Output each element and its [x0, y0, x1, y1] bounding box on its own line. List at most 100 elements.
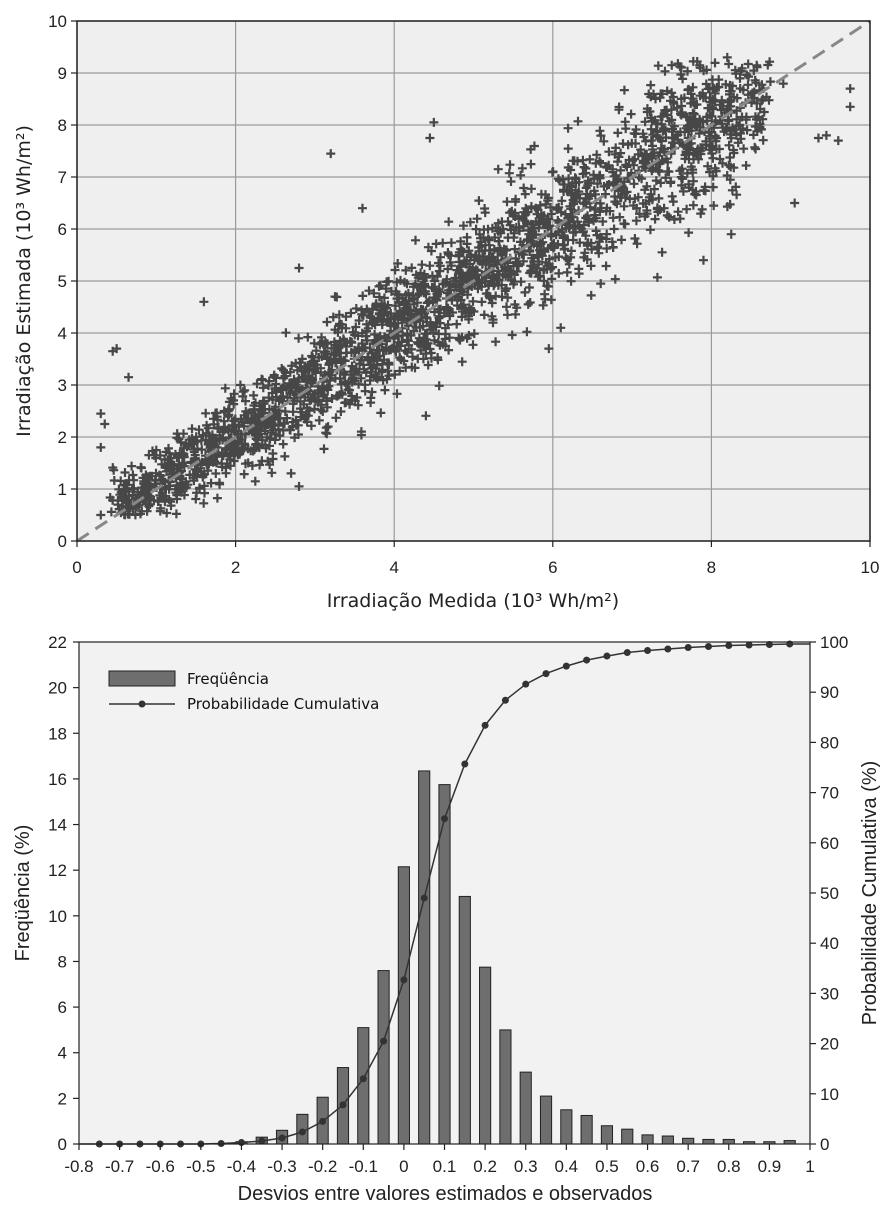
hist-ytick-8: 16 [48, 770, 67, 789]
scatter-point-26 [294, 263, 304, 273]
freq-bar-22 [539, 1095, 553, 1145]
cum-point-15 [400, 976, 408, 984]
hist-y2tick-1: 10 [820, 1085, 839, 1104]
scatter-xtick-5: 10 [861, 558, 880, 577]
scatter-ytick-10: 10 [48, 12, 67, 31]
hist-ytick-3: 6 [58, 998, 67, 1017]
cum-point-24 [583, 656, 591, 664]
scatter-point-9 [845, 102, 855, 112]
freq-bar-29 [682, 1137, 695, 1145]
hist-y2tick-9: 90 [820, 683, 839, 702]
hist-xtick-16: 0.8 [717, 1157, 741, 1176]
scatter-point-25 [357, 203, 367, 213]
scatter-point-24 [544, 344, 554, 354]
freq-bar-15 [397, 866, 410, 1145]
cum-point-14 [380, 1037, 388, 1045]
hist-xtick-15: 0.7 [676, 1157, 700, 1176]
hist-xtick-4: -0.4 [227, 1157, 256, 1176]
freq-bar-19 [479, 966, 492, 1145]
hist-y2tick-7: 70 [820, 784, 839, 803]
hist-xtick-10: 0.2 [473, 1157, 497, 1176]
cum-point-20 [501, 696, 509, 704]
scatter-point-4 [96, 409, 106, 419]
hist-y2tick-10: 100 [820, 633, 848, 652]
histogram-legend: Freqüência Probabilidade Cumulativa [108, 670, 379, 713]
hist-xtick-5: -0.3 [267, 1157, 296, 1176]
hist-xtick-7: -0.1 [349, 1157, 378, 1176]
scatter-x-axis-title: Irradiação Medida (10³ Wh/m²) [327, 590, 619, 612]
scatter-xtick-4: 8 [707, 558, 716, 577]
scatter-point-6 [96, 442, 106, 452]
scatter-ytick-6: 6 [58, 220, 67, 239]
freq-bar-27 [641, 1134, 654, 1145]
legend-swatch-frequency [108, 670, 176, 687]
hist-ytick-2: 4 [58, 1044, 67, 1063]
cum-point-30 [704, 643, 712, 651]
scatter-point-10 [821, 130, 831, 140]
hist-xtick-13: 0.5 [595, 1157, 619, 1176]
scatter-point-20 [722, 52, 732, 62]
scatter-point-0 [326, 149, 336, 159]
cum-point-26 [623, 649, 631, 657]
freq-bar-25 [600, 1125, 614, 1145]
frequency-bars [215, 770, 796, 1145]
freq-bar-14 [377, 970, 390, 1145]
hist-xtick-14: 0.6 [636, 1157, 660, 1176]
cum-point-33 [765, 641, 773, 649]
freq-bar-18 [458, 895, 471, 1145]
cum-point-27 [644, 647, 652, 655]
scatter-ytick-0: 0 [58, 532, 67, 551]
scatter-xtick-2: 4 [389, 558, 398, 577]
cum-point-16 [420, 894, 428, 902]
hist-xtick-1: -0.7 [105, 1157, 134, 1176]
hist-xtick-3: -0.5 [186, 1157, 215, 1176]
cum-point-31 [725, 642, 733, 650]
hist-ytick-0: 0 [58, 1135, 67, 1154]
cum-point-32 [745, 641, 753, 649]
hist-y2tick-3: 30 [820, 984, 839, 1003]
freq-bar-28 [661, 1135, 674, 1145]
freq-bar-26 [621, 1128, 634, 1145]
freq-bar-20 [499, 1029, 512, 1145]
scatter-point-13 [790, 198, 800, 208]
scatter-point-23 [556, 323, 566, 333]
hist-xtick-11: 0.3 [514, 1157, 538, 1176]
scatter-point-11 [833, 136, 843, 146]
cum-point-12 [339, 1101, 347, 1109]
scatter-xtick-0: 0 [72, 558, 81, 577]
cum-point-8 [258, 1137, 266, 1145]
cum-point-13 [359, 1075, 367, 1083]
scatter-point-17 [429, 117, 439, 127]
histogram-y-axis-title: Freqüência (%) [12, 825, 34, 962]
scatter-point-19 [667, 60, 677, 70]
cum-point-18 [461, 760, 469, 768]
hist-y2tick-5: 50 [820, 884, 839, 903]
scatter-ytick-5: 5 [58, 272, 67, 291]
histogram-y2-axis-title: Probabilidade Cumulativa (%) [859, 761, 881, 1026]
histogram-x-axis-title: Desvios entre valores estimados e observ… [238, 1183, 653, 1205]
histogram-y2-tick-labels: 0 10 20 30 40 50 60 70 80 90 100 [810, 633, 848, 1154]
hist-xtick-9: 0.1 [433, 1157, 457, 1176]
hist-xtick-17: 0.9 [758, 1157, 782, 1176]
legend-label-cumulative: Probabilidade Cumulativa [187, 695, 379, 713]
freq-bar-31 [722, 1138, 735, 1145]
hist-xtick-2: -0.6 [146, 1157, 175, 1176]
hist-ytick-11: 22 [48, 633, 67, 652]
scatter-point-7 [96, 510, 106, 520]
scatter-ytick-1: 1 [58, 480, 67, 499]
freq-bar-24 [580, 1114, 593, 1145]
hist-ytick-10: 20 [48, 679, 67, 698]
hist-xtick-18: 1 [805, 1157, 814, 1176]
hist-y2tick-2: 20 [820, 1035, 839, 1054]
scatter-point-15 [286, 468, 296, 478]
hist-ytick-5: 10 [48, 907, 67, 926]
hist-xtick-0: -0.8 [64, 1157, 93, 1176]
hist-y2tick-6: 60 [820, 834, 839, 853]
cum-point-21 [522, 680, 530, 688]
scatter-point-18 [425, 133, 435, 143]
scatter-ytick-7: 7 [58, 168, 67, 187]
hist-y2tick-0: 0 [820, 1135, 829, 1154]
scatter-point-5 [100, 419, 110, 429]
scatter-point-8 [845, 84, 855, 94]
scatter-point-16 [199, 297, 209, 307]
